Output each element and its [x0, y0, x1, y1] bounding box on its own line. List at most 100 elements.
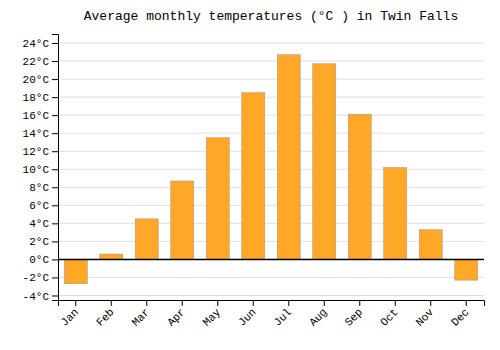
x-tick: Jun — [236, 300, 258, 329]
x-tick: Mar — [130, 300, 152, 329]
zero-line — [58, 259, 484, 261]
y-tick: -2°C — [23, 272, 58, 284]
y-tick: 24°C — [23, 38, 58, 50]
x-tick: Apr — [165, 300, 187, 329]
x-tick: Jul — [272, 300, 294, 329]
x-tick-label: Nov — [414, 306, 437, 329]
y-tick: 20°C — [23, 74, 58, 86]
y-tick-label: 22°C — [23, 56, 50, 68]
y-tick-label: -4°C — [23, 291, 50, 303]
bar — [455, 259, 478, 280]
y-tick-label: 20°C — [23, 74, 50, 86]
y-tick: 10°C — [23, 164, 58, 176]
y-tick: 14°C — [23, 128, 58, 140]
x-axis: Jan Feb Mar Apr May Jun Jul Aug Sep Oct Nov Dec — [59, 300, 485, 329]
grid-line — [58, 187, 484, 188]
x-tick-label: Jul — [272, 306, 294, 328]
x-tick-label: Jun — [236, 306, 258, 328]
y-tick-mark — [52, 241, 58, 242]
grid-line — [58, 295, 484, 296]
grid-line — [58, 259, 484, 260]
chart: Jan Feb Mar Apr May Jun Jul Aug Sep Oct Nov Dec -4°C… — [0, 0, 500, 350]
x-tick-label: Aug — [307, 306, 329, 328]
x-tick-label: Jan — [59, 306, 81, 328]
x-tick: Dec — [449, 300, 471, 329]
y-tick-mark — [52, 61, 58, 62]
marks — [58, 55, 484, 284]
grid-line — [58, 79, 484, 80]
y-tick: 8°C — [29, 182, 58, 194]
y-tick-mark — [52, 43, 58, 44]
y-tick-mark — [52, 115, 58, 116]
y-tick: 22°C — [23, 56, 58, 68]
bar — [100, 254, 123, 259]
y-tick-label: 12°C — [23, 146, 50, 158]
x-tick-label: Sep — [343, 306, 365, 328]
y-tick: 18°C — [23, 92, 58, 104]
bar — [242, 93, 265, 260]
x-tick: Jan — [59, 300, 81, 329]
grid-line — [58, 151, 484, 152]
x-tick-label: Apr — [165, 306, 187, 328]
x-tick-mark — [324, 300, 325, 306]
x-tick-label: May — [201, 306, 224, 329]
grid-line — [58, 133, 484, 134]
grid-line — [58, 205, 484, 206]
x-tick-mark — [146, 300, 147, 306]
grid-line — [58, 115, 484, 116]
x-tick-label: Mar — [130, 306, 152, 328]
y-tick-label: 18°C — [23, 92, 50, 104]
y-tick-label: 14°C — [23, 128, 50, 140]
x-axis-line — [59, 301, 485, 307]
y-tick-label: 4°C — [29, 218, 49, 230]
grid-line — [58, 223, 484, 224]
grid-line — [58, 97, 484, 98]
grid-line — [58, 169, 484, 170]
x-tick: Aug — [307, 300, 329, 329]
bar — [419, 230, 442, 260]
x-tick-mark — [217, 300, 218, 306]
y-axis-line — [52, 35, 59, 301]
y-tick: 4°C — [29, 218, 58, 230]
y-tick-mark — [52, 223, 58, 224]
bar — [348, 114, 371, 259]
x-tick-label: Dec — [449, 306, 471, 328]
y-tick: 0°C — [29, 254, 58, 266]
y-tick-label: 0°C — [29, 254, 49, 266]
y-tick: 16°C — [23, 110, 58, 122]
y-tick-label: 16°C — [23, 110, 50, 122]
plot-area: Jan Feb Mar Apr May Jun Jul Aug Sep Oct Nov Dec -4°C… — [23, 35, 485, 329]
y-tick: -4°C — [23, 291, 58, 303]
x-tick-mark — [288, 300, 289, 306]
x-tick-mark — [395, 300, 396, 306]
x-tick: Oct — [378, 300, 400, 329]
y-tick-mark — [52, 97, 58, 98]
grid-line — [58, 43, 484, 44]
x-tick-mark — [359, 300, 360, 306]
x-tick: Nov — [414, 300, 437, 329]
bar — [171, 181, 194, 259]
x-tick: Feb — [94, 300, 116, 329]
chart-container: Jan Feb Mar Apr May Jun Jul Aug Sep Oct Nov Dec -4°C… — [0, 0, 500, 350]
grid — [58, 43, 484, 295]
y-tick-mark — [52, 205, 58, 206]
bar — [206, 138, 229, 260]
x-tick-mark — [111, 300, 112, 306]
title: Average monthly temperatures (°C ) in Tw… — [84, 9, 458, 24]
y-tick-mark — [52, 133, 58, 134]
bar — [384, 167, 407, 259]
x-tick-mark — [182, 300, 183, 306]
y-axis: -4°C-2°C0°C2°C4°C6°C8°C10°C12°C14°C16°C1… — [23, 35, 59, 303]
y-tick-mark — [52, 259, 58, 260]
x-tick-mark — [430, 300, 431, 306]
y-tick-label: -2°C — [23, 272, 50, 284]
x-tick: Sep — [343, 300, 365, 329]
y-tick-mark — [52, 169, 58, 170]
y-tick-mark — [52, 277, 58, 278]
y-tick-mark — [52, 151, 58, 152]
x-tick-label: Oct — [378, 306, 400, 328]
y-tick: 2°C — [29, 236, 58, 248]
grid-line — [58, 61, 484, 62]
y-tick-mark — [52, 79, 58, 80]
x-tick-label: Feb — [94, 306, 116, 328]
